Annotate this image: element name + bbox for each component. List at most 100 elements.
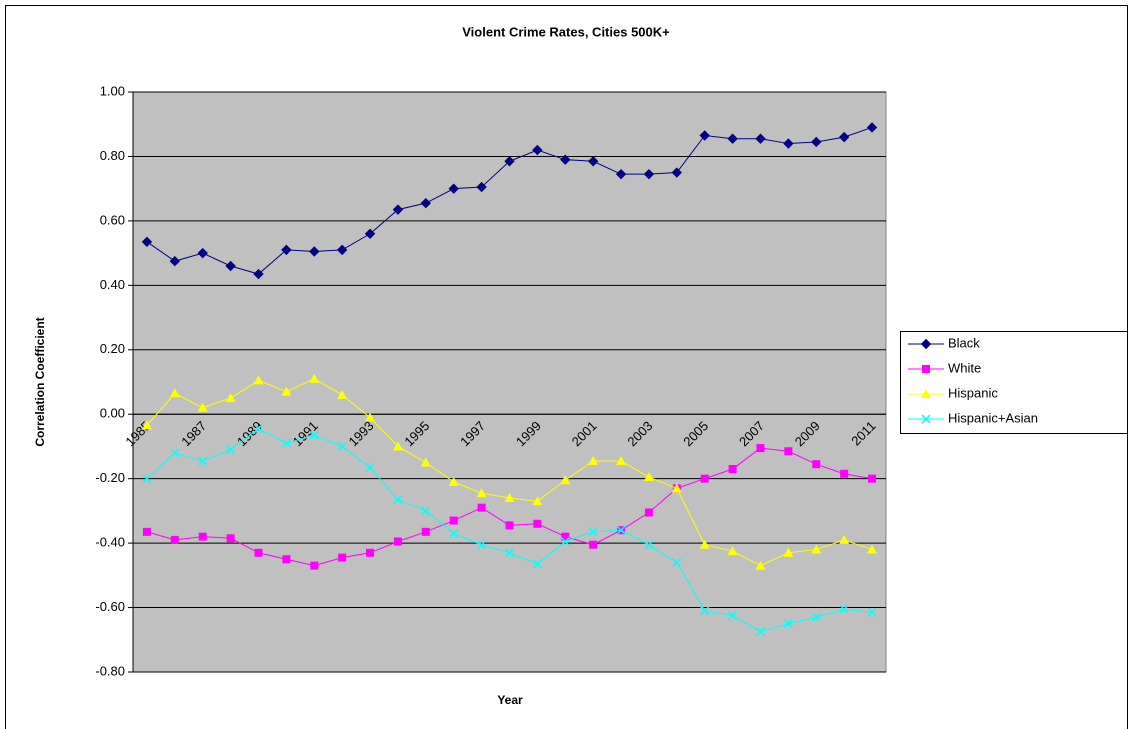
data-point — [504, 493, 515, 502]
data-point — [448, 183, 459, 194]
data-point — [393, 537, 402, 546]
data-point — [169, 388, 180, 398]
data-point — [141, 420, 152, 430]
data-point — [699, 130, 710, 141]
data-point — [281, 244, 292, 256]
data-point — [141, 236, 153, 248]
data-point — [560, 475, 571, 485]
y-tick-label: 0.40 — [100, 277, 125, 292]
data-point — [868, 474, 877, 483]
data-point — [588, 527, 598, 537]
x-axis-title: Year — [497, 693, 523, 707]
data-point — [476, 488, 487, 498]
data-point — [532, 496, 543, 506]
data-point — [643, 472, 654, 482]
data-point — [449, 516, 458, 525]
data-point — [338, 553, 347, 562]
data-point — [560, 536, 570, 547]
data-point — [420, 457, 431, 467]
data-point — [756, 444, 765, 453]
data-point — [505, 521, 514, 530]
y-tick-label: -0.80 — [95, 663, 125, 678]
data-point — [197, 247, 208, 259]
data-point — [588, 455, 599, 465]
data-point — [477, 540, 487, 550]
data-point — [392, 204, 404, 215]
y-tick-label: -0.60 — [95, 599, 125, 614]
y-tick-label: 0.20 — [100, 341, 125, 356]
data-point — [867, 544, 878, 554]
data-point — [839, 604, 849, 614]
data-point — [476, 181, 487, 193]
legend-label: Black — [948, 335, 980, 350]
data-point — [839, 534, 850, 544]
data-point — [449, 528, 459, 538]
data-point — [392, 441, 403, 451]
data-point — [867, 607, 877, 617]
data-point — [811, 136, 822, 148]
y-tick-label: 0.60 — [100, 212, 125, 227]
y-tick-label: -0.40 — [95, 535, 125, 550]
data-point — [226, 445, 236, 455]
data-point — [644, 540, 654, 550]
data-point — [142, 474, 152, 484]
data-point — [755, 627, 766, 637]
data-point — [365, 412, 376, 422]
data-point — [197, 402, 208, 412]
data-point — [420, 197, 432, 209]
legend-marker — [921, 414, 931, 424]
y-tick-label: -0.20 — [95, 470, 125, 485]
data-point — [142, 527, 151, 536]
legend-marker — [920, 338, 932, 350]
data-point — [393, 495, 403, 505]
data-point — [170, 448, 180, 458]
data-point — [783, 547, 794, 557]
data-point — [700, 474, 709, 483]
data-point — [198, 456, 208, 466]
data-point — [253, 375, 264, 385]
legend-label: Hispanic — [948, 385, 998, 400]
data-point — [561, 532, 570, 541]
data-point — [533, 519, 542, 528]
data-point — [700, 606, 710, 616]
data-point — [448, 476, 459, 486]
data-point — [532, 144, 543, 156]
data-point — [672, 557, 682, 567]
data-point — [699, 539, 710, 549]
legend-box — [900, 331, 1128, 434]
data-point — [587, 156, 599, 167]
data-point — [365, 462, 375, 472]
y-tick-label: 0.00 — [100, 406, 125, 421]
data-point — [198, 532, 207, 541]
legend-marker — [921, 389, 931, 398]
data-point — [337, 441, 347, 451]
data-point — [728, 611, 738, 621]
y-tick-label: 1.00 — [100, 83, 125, 98]
plot-area — [132, 91, 887, 673]
data-point — [253, 424, 264, 434]
data-point — [169, 255, 181, 267]
legend-label: Hispanic+Asian — [948, 410, 1038, 425]
data-point — [840, 469, 849, 478]
data-point — [282, 555, 291, 564]
data-point — [811, 612, 821, 622]
data-point — [310, 561, 319, 570]
data-point — [532, 559, 542, 569]
data-point — [560, 154, 571, 165]
data-point — [644, 508, 653, 517]
data-point — [281, 438, 291, 448]
data-point — [254, 548, 263, 557]
data-point — [838, 131, 850, 143]
data-point — [226, 534, 235, 543]
data-point — [784, 447, 793, 456]
data-point — [615, 168, 627, 180]
data-point — [421, 527, 430, 536]
chart-title: Violent Crime Rates, Cities 500K+ — [462, 24, 670, 39]
data-point — [225, 393, 236, 403]
data-point — [783, 619, 793, 629]
data-point — [866, 122, 878, 133]
data-point — [225, 260, 236, 272]
data-point — [755, 560, 766, 570]
y-tick-label: 0.80 — [100, 148, 125, 163]
data-point — [728, 465, 737, 473]
